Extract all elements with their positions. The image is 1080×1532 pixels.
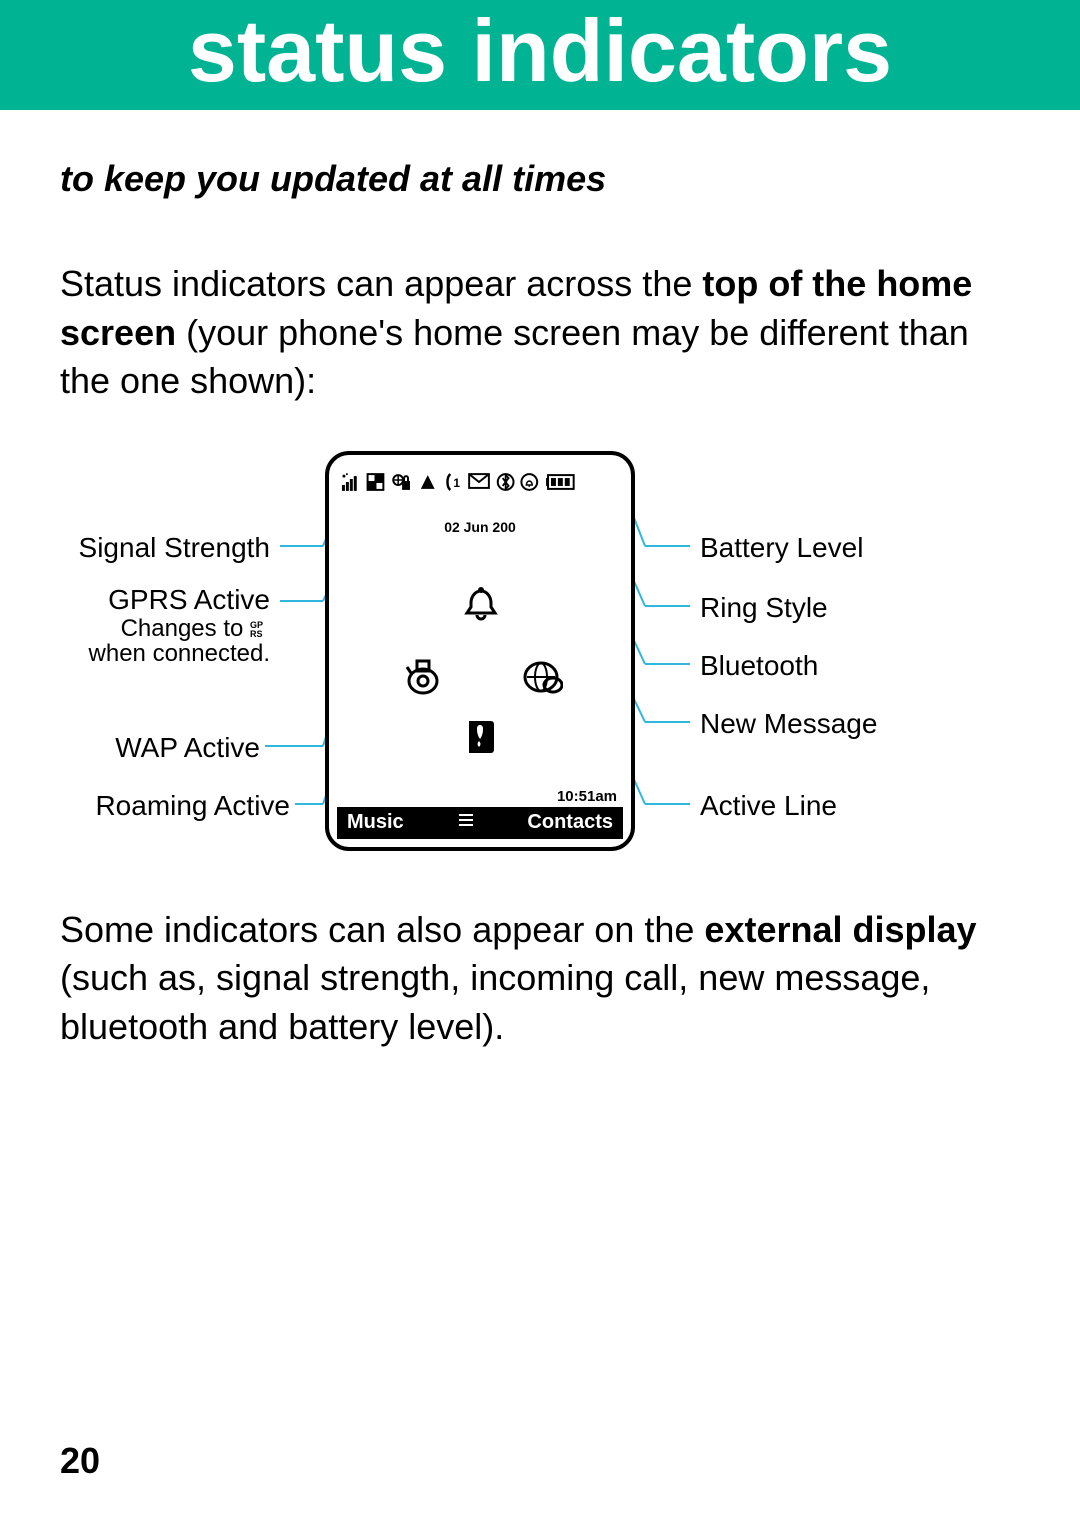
label-wap-active: WAP Active	[115, 732, 260, 764]
label-signal-strength: Signal Strength	[79, 532, 270, 564]
label-gprs-note: Changes to GPRS when connected.	[89, 616, 270, 666]
phonebook-icon	[459, 715, 503, 759]
camera-icon	[401, 655, 445, 699]
para2-post: (such as, signal strength, incoming call…	[60, 957, 930, 1047]
label-new-message: New Message	[700, 708, 877, 740]
para2-pre: Some indicators can also appear on the	[60, 909, 704, 950]
gprs-note-l2: Changes to	[121, 615, 250, 642]
phone-time: 10:51am	[557, 788, 617, 805]
subtitle: to keep you updated at all times	[60, 158, 1020, 200]
phone-mock: 1	[325, 451, 635, 851]
para1-post: (your phone's home screen may be differe…	[60, 312, 969, 402]
label-ring-style: Ring Style	[700, 592, 828, 624]
label-roaming-active: Roaming Active	[95, 790, 290, 822]
page-title: status indicators	[0, 0, 1080, 102]
para1-pre: Status indicators can appear across the	[60, 263, 702, 304]
banner: status indicators	[0, 0, 1080, 110]
bell-icon	[459, 585, 503, 629]
label-battery-level: Battery Level	[700, 532, 863, 564]
para2-bold: external display	[704, 909, 976, 950]
phone-date: 02 Jun 200	[329, 519, 631, 535]
gprs-note-l3: when connected.	[89, 640, 270, 667]
intro-paragraph: Status indicators can appear across the …	[60, 260, 1020, 406]
label-active-line: Active Line	[700, 790, 837, 822]
outro-paragraph: Some indicators can also appear on the e…	[60, 906, 1020, 1052]
svg-text:RS: RS	[250, 629, 263, 638]
browser-icon	[519, 655, 563, 699]
svg-text:1: 1	[453, 476, 460, 490]
softkey-bar: Music Contacts	[337, 807, 623, 839]
softkey-menu-icon	[458, 813, 474, 832]
page-number: 20	[60, 1440, 100, 1482]
status-diagram: 1	[60, 446, 1020, 866]
softkey-right: Contacts	[527, 811, 613, 834]
label-gprs-active: GPRS Active	[108, 584, 270, 616]
status-bar: 1	[337, 469, 623, 495]
softkey-left: Music	[347, 811, 404, 834]
gprs-connected-icon: GPRS	[250, 620, 270, 638]
label-bluetooth: Bluetooth	[700, 650, 818, 682]
